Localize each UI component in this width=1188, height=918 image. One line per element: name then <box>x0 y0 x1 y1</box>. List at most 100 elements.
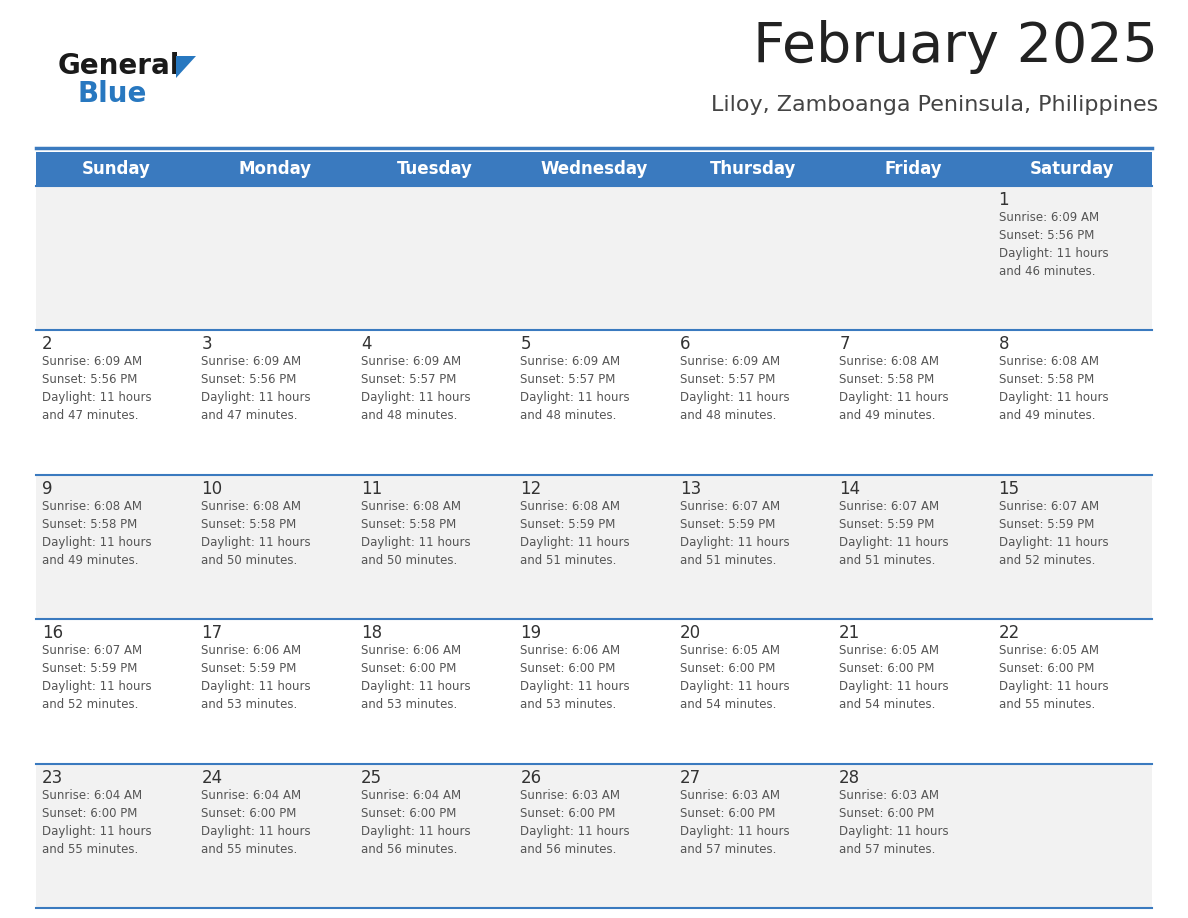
Text: 3: 3 <box>202 335 211 353</box>
Text: Daylight: 11 hours: Daylight: 11 hours <box>42 536 152 549</box>
Text: and 50 minutes.: and 50 minutes. <box>361 554 457 566</box>
Text: and 54 minutes.: and 54 minutes. <box>680 699 776 711</box>
Text: Sunset: 5:59 PM: Sunset: 5:59 PM <box>680 518 775 531</box>
Text: 5: 5 <box>520 335 531 353</box>
Text: 26: 26 <box>520 768 542 787</box>
Text: and 52 minutes.: and 52 minutes. <box>999 554 1095 566</box>
Text: and 51 minutes.: and 51 minutes. <box>839 554 935 566</box>
Text: Sunset: 5:58 PM: Sunset: 5:58 PM <box>999 374 1094 386</box>
Text: Daylight: 11 hours: Daylight: 11 hours <box>202 824 311 837</box>
Text: 14: 14 <box>839 480 860 498</box>
Text: and 55 minutes.: and 55 minutes. <box>999 699 1095 711</box>
Text: and 47 minutes.: and 47 minutes. <box>202 409 298 422</box>
Text: and 50 minutes.: and 50 minutes. <box>202 554 298 566</box>
Text: Daylight: 11 hours: Daylight: 11 hours <box>42 824 152 837</box>
Text: Sunrise: 6:07 AM: Sunrise: 6:07 AM <box>999 499 1099 513</box>
Text: Sunrise: 6:06 AM: Sunrise: 6:06 AM <box>202 644 302 657</box>
Text: Sunrise: 6:03 AM: Sunrise: 6:03 AM <box>839 789 940 801</box>
Text: 24: 24 <box>202 768 222 787</box>
Text: and 53 minutes.: and 53 minutes. <box>520 699 617 711</box>
Text: Sunset: 6:00 PM: Sunset: 6:00 PM <box>680 662 775 676</box>
Text: 1: 1 <box>999 191 1009 209</box>
Text: Sunrise: 6:07 AM: Sunrise: 6:07 AM <box>42 644 143 657</box>
Text: Sunset: 5:58 PM: Sunset: 5:58 PM <box>839 374 935 386</box>
Text: 11: 11 <box>361 480 383 498</box>
Bar <box>36 475 1152 620</box>
Text: Sunrise: 6:06 AM: Sunrise: 6:06 AM <box>520 644 620 657</box>
Text: Daylight: 11 hours: Daylight: 11 hours <box>839 680 949 693</box>
Text: 6: 6 <box>680 335 690 353</box>
Text: Sunset: 6:00 PM: Sunset: 6:00 PM <box>202 807 297 820</box>
Text: Daylight: 11 hours: Daylight: 11 hours <box>839 824 949 837</box>
Text: 19: 19 <box>520 624 542 643</box>
Text: Daylight: 11 hours: Daylight: 11 hours <box>839 536 949 549</box>
Text: Sunrise: 6:07 AM: Sunrise: 6:07 AM <box>680 499 779 513</box>
Text: 27: 27 <box>680 768 701 787</box>
Bar <box>36 186 1152 330</box>
Text: Daylight: 11 hours: Daylight: 11 hours <box>839 391 949 405</box>
Text: and 57 minutes.: and 57 minutes. <box>680 843 776 856</box>
Text: Sunset: 5:58 PM: Sunset: 5:58 PM <box>202 518 297 531</box>
Text: and 49 minutes.: and 49 minutes. <box>42 554 139 566</box>
Bar <box>36 152 1152 186</box>
Bar <box>36 620 1152 764</box>
Text: Daylight: 11 hours: Daylight: 11 hours <box>42 680 152 693</box>
Bar <box>36 764 1152 908</box>
Text: 18: 18 <box>361 624 383 643</box>
Text: Friday: Friday <box>884 160 942 178</box>
Text: 20: 20 <box>680 624 701 643</box>
Text: Sunrise: 6:09 AM: Sunrise: 6:09 AM <box>999 211 1099 224</box>
Text: Sunrise: 6:07 AM: Sunrise: 6:07 AM <box>839 499 940 513</box>
Text: and 55 minutes.: and 55 minutes. <box>202 843 298 856</box>
Text: Sunrise: 6:09 AM: Sunrise: 6:09 AM <box>42 355 143 368</box>
Text: Sunset: 6:00 PM: Sunset: 6:00 PM <box>42 807 138 820</box>
Bar <box>36 330 1152 475</box>
Text: Sunrise: 6:05 AM: Sunrise: 6:05 AM <box>680 644 779 657</box>
Text: Sunset: 6:00 PM: Sunset: 6:00 PM <box>839 807 935 820</box>
Text: Sunrise: 6:08 AM: Sunrise: 6:08 AM <box>839 355 940 368</box>
Text: Sunrise: 6:08 AM: Sunrise: 6:08 AM <box>202 499 302 513</box>
Text: Sunrise: 6:03 AM: Sunrise: 6:03 AM <box>680 789 779 801</box>
Text: February 2025: February 2025 <box>753 20 1158 74</box>
Text: Sunset: 6:00 PM: Sunset: 6:00 PM <box>839 662 935 676</box>
Text: Sunset: 6:00 PM: Sunset: 6:00 PM <box>361 807 456 820</box>
Text: Daylight: 11 hours: Daylight: 11 hours <box>361 824 470 837</box>
Text: Sunrise: 6:04 AM: Sunrise: 6:04 AM <box>202 789 302 801</box>
Text: 16: 16 <box>42 624 63 643</box>
Text: Wednesday: Wednesday <box>541 160 647 178</box>
Text: 17: 17 <box>202 624 222 643</box>
Text: and 47 minutes.: and 47 minutes. <box>42 409 139 422</box>
Text: Sunset: 5:57 PM: Sunset: 5:57 PM <box>680 374 775 386</box>
Text: Daylight: 11 hours: Daylight: 11 hours <box>680 391 789 405</box>
Text: Sunrise: 6:05 AM: Sunrise: 6:05 AM <box>999 644 1099 657</box>
Text: Sunrise: 6:08 AM: Sunrise: 6:08 AM <box>999 355 1099 368</box>
Text: Sunset: 5:57 PM: Sunset: 5:57 PM <box>520 374 615 386</box>
Text: Sunrise: 6:03 AM: Sunrise: 6:03 AM <box>520 789 620 801</box>
Text: Sunrise: 6:06 AM: Sunrise: 6:06 AM <box>361 644 461 657</box>
Text: Saturday: Saturday <box>1030 160 1114 178</box>
Text: 4: 4 <box>361 335 372 353</box>
Text: Daylight: 11 hours: Daylight: 11 hours <box>202 391 311 405</box>
Text: Daylight: 11 hours: Daylight: 11 hours <box>361 680 470 693</box>
Text: and 53 minutes.: and 53 minutes. <box>361 699 457 711</box>
Text: 21: 21 <box>839 624 860 643</box>
Text: Sunrise: 6:09 AM: Sunrise: 6:09 AM <box>520 355 620 368</box>
Text: Daylight: 11 hours: Daylight: 11 hours <box>520 391 630 405</box>
Text: and 49 minutes.: and 49 minutes. <box>839 409 936 422</box>
Text: 22: 22 <box>999 624 1019 643</box>
Text: Sunrise: 6:09 AM: Sunrise: 6:09 AM <box>361 355 461 368</box>
Text: Sunset: 5:56 PM: Sunset: 5:56 PM <box>42 374 138 386</box>
Text: Daylight: 11 hours: Daylight: 11 hours <box>520 824 630 837</box>
Text: and 51 minutes.: and 51 minutes. <box>520 554 617 566</box>
Text: and 54 minutes.: and 54 minutes. <box>839 699 935 711</box>
Text: and 53 minutes.: and 53 minutes. <box>202 699 298 711</box>
Text: Sunset: 6:00 PM: Sunset: 6:00 PM <box>520 807 615 820</box>
Text: Sunset: 5:58 PM: Sunset: 5:58 PM <box>42 518 138 531</box>
Text: Sunset: 6:00 PM: Sunset: 6:00 PM <box>680 807 775 820</box>
Text: 15: 15 <box>999 480 1019 498</box>
Text: Sunrise: 6:05 AM: Sunrise: 6:05 AM <box>839 644 940 657</box>
Text: Daylight: 11 hours: Daylight: 11 hours <box>42 391 152 405</box>
Text: Sunset: 5:57 PM: Sunset: 5:57 PM <box>361 374 456 386</box>
Text: Daylight: 11 hours: Daylight: 11 hours <box>999 680 1108 693</box>
Text: Sunrise: 6:08 AM: Sunrise: 6:08 AM <box>520 499 620 513</box>
